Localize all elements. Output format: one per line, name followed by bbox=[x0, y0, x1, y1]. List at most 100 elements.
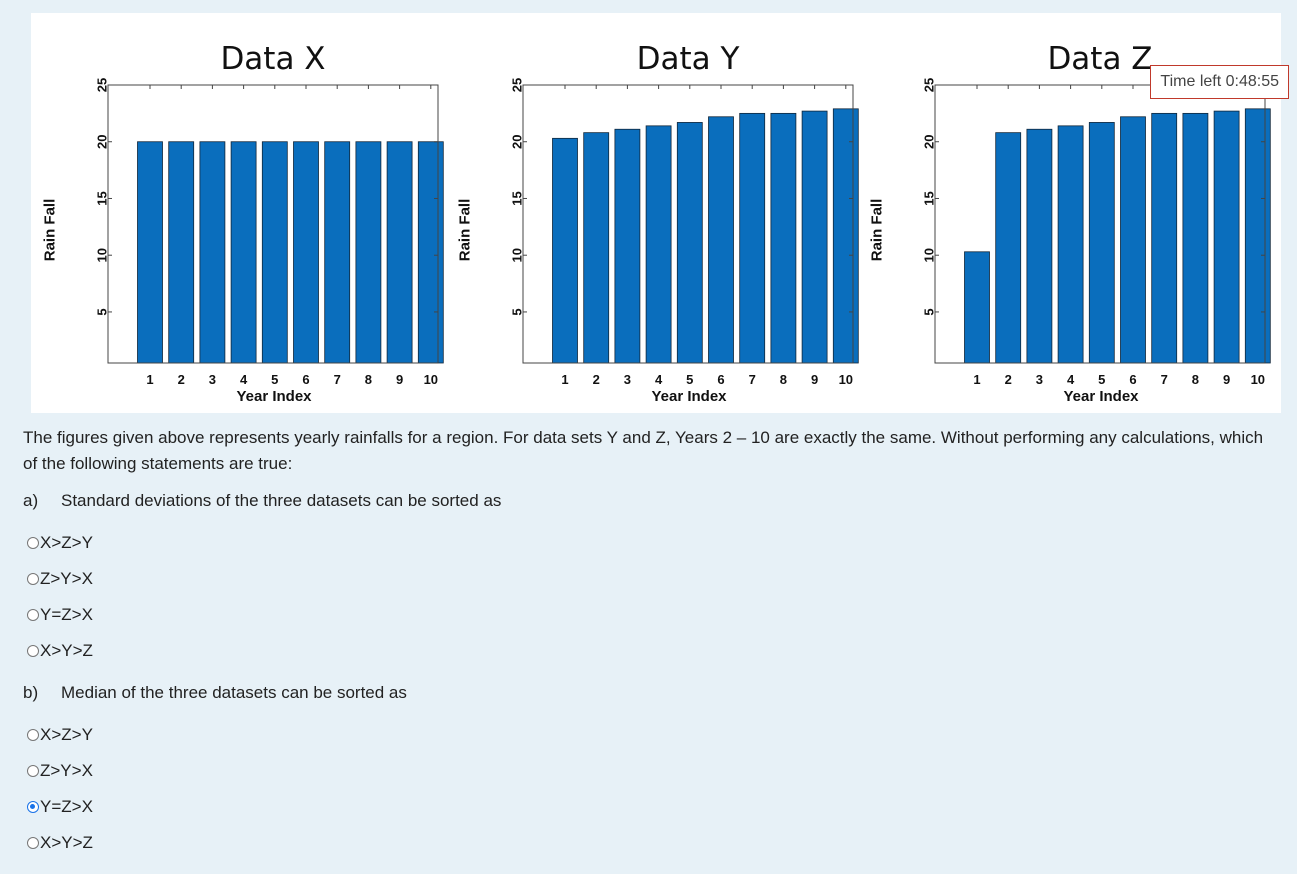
part-a-letter: a) bbox=[23, 491, 39, 510]
part-b-option-1[interactable]: X>Z>Y bbox=[27, 717, 1273, 753]
y-tick-label: 25 bbox=[922, 78, 937, 92]
bar bbox=[995, 132, 1022, 364]
option-label: X>Z>Y bbox=[40, 533, 93, 552]
x-axis-label: Year Index bbox=[651, 388, 727, 405]
x-axis-label: Year Index bbox=[1063, 388, 1139, 405]
y-tick-label: 5 bbox=[922, 308, 937, 315]
option-label: Z>Y>X bbox=[40, 761, 93, 780]
x-tick-label: 10 bbox=[1251, 372, 1265, 387]
bar bbox=[614, 128, 641, 364]
y-tick-label: 25 bbox=[510, 78, 525, 92]
x-tick-label: 2 bbox=[178, 372, 185, 387]
radio-button[interactable] bbox=[27, 801, 39, 813]
y-tick-label: 10 bbox=[95, 248, 110, 262]
y-axis-label: Rain Fall bbox=[42, 199, 59, 262]
bar bbox=[801, 110, 828, 364]
part-a-option-1[interactable]: X>Z>Y bbox=[27, 525, 1273, 561]
x-tick-label: 10 bbox=[839, 372, 853, 387]
x-tick-label: 7 bbox=[334, 372, 341, 387]
bar bbox=[293, 141, 319, 364]
y-axis-label: Rain Fall bbox=[869, 199, 886, 262]
chart-1: Data X 5 10 15 20 25 1 2 3 4 5 6 7 8 9 10 Year Index Rain… bbox=[42, 41, 444, 405]
radio-button[interactable] bbox=[27, 645, 39, 657]
y-tick-label: 20 bbox=[922, 135, 937, 149]
time-left-indicator: Time left 0:48:55 bbox=[1150, 65, 1289, 99]
part-a-prompt: a) Standard deviations of the three datas… bbox=[23, 491, 1273, 511]
bar bbox=[645, 125, 672, 364]
plot-frame bbox=[522, 84, 854, 364]
radio-button[interactable] bbox=[27, 573, 39, 585]
bar bbox=[676, 122, 703, 364]
x-tick-label: 1 bbox=[146, 372, 153, 387]
y-tick-label: 10 bbox=[510, 248, 525, 262]
chart-2: Data Y 5 10 15 20 25 1 2 3 4 5 6 7 8 9 10 Year Index Rain… bbox=[457, 41, 859, 405]
part-b-options: X>Z>Y Z>Y>X Y=Z>X X>Y>Z bbox=[23, 717, 1273, 861]
part-b-option-2[interactable]: Z>Y>X bbox=[27, 753, 1273, 789]
x-tick-label: 6 bbox=[717, 372, 724, 387]
bar bbox=[708, 116, 734, 364]
y-tick-label: 25 bbox=[95, 78, 110, 92]
bar bbox=[770, 112, 797, 364]
bar bbox=[1088, 122, 1115, 364]
x-tick-label: 5 bbox=[686, 372, 693, 387]
plot-frame bbox=[934, 84, 1266, 364]
bar bbox=[1057, 125, 1084, 364]
bar bbox=[261, 141, 288, 364]
x-tick-label: 9 bbox=[1223, 372, 1230, 387]
option-label: Z>Y>X bbox=[40, 569, 93, 588]
bar bbox=[230, 141, 257, 364]
bar bbox=[583, 132, 610, 364]
bar bbox=[1244, 108, 1271, 364]
option-label: Y=Z>X bbox=[40, 605, 93, 624]
x-tick-label: 4 bbox=[1067, 372, 1075, 387]
bar bbox=[386, 141, 413, 364]
y-tick-label: 5 bbox=[510, 308, 525, 315]
x-tick-label: 9 bbox=[396, 372, 403, 387]
radio-button[interactable] bbox=[27, 609, 39, 621]
part-a-option-2[interactable]: Z>Y>X bbox=[27, 561, 1273, 597]
radio-button[interactable] bbox=[27, 837, 39, 849]
part-b-prompt: b) Median of the three datasets can be so… bbox=[23, 683, 1273, 703]
radio-button[interactable] bbox=[27, 765, 39, 777]
bar bbox=[137, 141, 163, 364]
bar bbox=[552, 137, 578, 364]
x-tick-label: 1 bbox=[561, 372, 568, 387]
y-tick-label: 20 bbox=[95, 135, 110, 149]
y-tick-label: 15 bbox=[922, 191, 937, 205]
radio-button[interactable] bbox=[27, 729, 39, 741]
part-b-option-3[interactable]: Y=Z>X bbox=[27, 789, 1273, 825]
chart-title: Data X bbox=[220, 41, 325, 77]
x-tick-label: 6 bbox=[302, 372, 309, 387]
part-a-option-4[interactable]: X>Y>Z bbox=[27, 633, 1273, 669]
x-tick-label: 9 bbox=[811, 372, 818, 387]
bar bbox=[1026, 128, 1053, 364]
bar bbox=[832, 108, 859, 364]
x-tick-label: 8 bbox=[780, 372, 787, 387]
chart-title: Data Z bbox=[1047, 41, 1152, 77]
x-tick-label: 3 bbox=[1036, 372, 1043, 387]
bar bbox=[1151, 112, 1178, 364]
bar bbox=[1182, 112, 1209, 364]
bar bbox=[739, 112, 766, 364]
part-a-label: Standard deviations of the three dataset… bbox=[61, 491, 502, 510]
x-tick-label: 2 bbox=[593, 372, 600, 387]
radio-button[interactable] bbox=[27, 537, 39, 549]
x-tick-label: 10 bbox=[424, 372, 438, 387]
plot-frame bbox=[107, 84, 439, 364]
part-a-option-3[interactable]: Y=Z>X bbox=[27, 597, 1273, 633]
bar bbox=[168, 141, 195, 364]
x-tick-label: 6 bbox=[1129, 372, 1136, 387]
chart-title: Data Y bbox=[637, 41, 740, 77]
bar bbox=[1120, 116, 1146, 364]
bar bbox=[964, 251, 990, 364]
bar bbox=[199, 141, 226, 364]
option-label: X>Y>Z bbox=[40, 641, 93, 660]
x-tick-label: 4 bbox=[655, 372, 663, 387]
part-b-option-4[interactable]: X>Y>Z bbox=[27, 825, 1273, 861]
bar bbox=[355, 141, 382, 364]
y-tick-label: 20 bbox=[510, 135, 525, 149]
question-text: The figures given above represents yearl… bbox=[23, 428, 1264, 473]
x-tick-label: 7 bbox=[749, 372, 756, 387]
figure-panel: Data X 5 10 15 20 25 1 2 3 4 5 6 7 8 9 10 Year Index Rain… bbox=[31, 13, 1281, 413]
